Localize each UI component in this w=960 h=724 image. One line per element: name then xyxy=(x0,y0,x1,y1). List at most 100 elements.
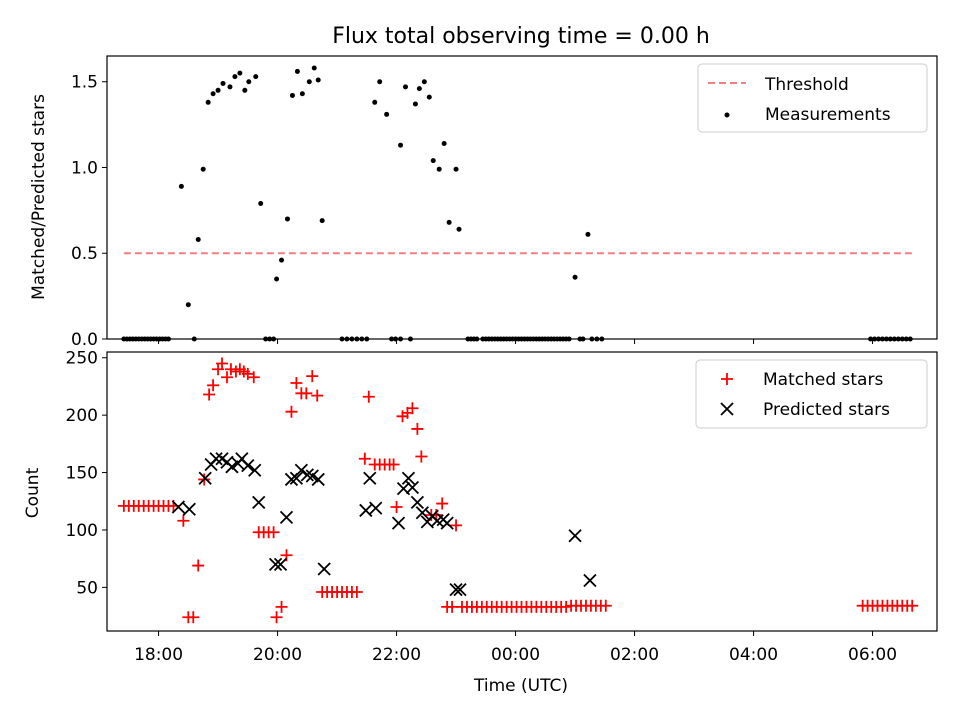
legend-measurements-swatch xyxy=(724,112,730,118)
matched-point xyxy=(285,405,298,418)
legend-bottom: Matched stars Predicted stars xyxy=(695,359,928,429)
measurement-point xyxy=(294,68,300,74)
measurement-point xyxy=(441,140,447,146)
matched-point xyxy=(300,387,313,400)
measurement-point xyxy=(242,87,248,93)
y-tick-label: 250 xyxy=(66,349,98,369)
matched-point xyxy=(247,371,260,384)
predicted-point xyxy=(300,468,314,482)
matched-point xyxy=(599,599,612,612)
measurement-point xyxy=(389,336,395,342)
predicted-point xyxy=(449,583,463,597)
legend-bottom-box xyxy=(695,359,928,429)
matched-point xyxy=(362,390,375,403)
x-axis-label: Time (UTC) xyxy=(473,676,568,696)
predicted-point xyxy=(583,573,597,588)
measurement-point xyxy=(572,274,578,280)
matched-point xyxy=(560,600,573,613)
measurement-point xyxy=(883,336,889,342)
measurement-point xyxy=(185,302,191,308)
predicted-point xyxy=(305,469,319,483)
measurement-point xyxy=(446,219,452,225)
predicted-point xyxy=(268,557,283,572)
measurement-point xyxy=(319,218,325,224)
measurement-point xyxy=(580,336,586,342)
predicted-point xyxy=(225,460,239,474)
measurement-point xyxy=(436,166,442,172)
x-tick-label: 04:00 xyxy=(729,645,778,665)
predicted-point xyxy=(171,500,186,514)
predicted-point xyxy=(440,516,454,530)
matched-point xyxy=(290,377,303,389)
measurement-point xyxy=(589,336,595,342)
measurement-point xyxy=(311,65,317,71)
predicted-point xyxy=(252,495,266,510)
measurement-point xyxy=(430,158,436,164)
legend-top-box xyxy=(697,63,928,133)
measurement-point xyxy=(594,336,600,342)
matched-point xyxy=(220,371,233,384)
panel-counts: Count Time (UTC) 50 100 150 200 250 18:00 20:0… xyxy=(23,349,938,696)
matched-point xyxy=(216,357,229,370)
measurement-point xyxy=(364,336,370,342)
series-predicted-stars xyxy=(171,452,597,597)
y-tick-label: 1.5 xyxy=(71,73,98,93)
measurement-point xyxy=(875,336,881,342)
measurement-point xyxy=(349,336,355,342)
predicted-point xyxy=(369,501,383,515)
measurement-point xyxy=(299,91,305,97)
matched-point xyxy=(411,422,424,435)
predicted-point xyxy=(363,471,377,485)
panel-ratio: Matched/Predicted stars 0.0 0.5 1.0 1.5 xyxy=(29,55,938,350)
x-tick-label: 18:00 xyxy=(134,645,183,665)
measurement-point xyxy=(416,86,422,92)
predicted-point xyxy=(568,529,582,543)
matched-point xyxy=(306,370,319,383)
matched-point xyxy=(187,611,200,624)
measurement-point xyxy=(210,91,216,97)
predicted-point xyxy=(391,516,406,530)
x-tick-label: 02:00 xyxy=(610,645,659,665)
measurement-point xyxy=(887,336,893,342)
y-tick-label: 100 xyxy=(66,521,98,541)
measurement-point xyxy=(393,336,399,342)
measurement-point xyxy=(384,111,390,117)
measurement-point xyxy=(165,336,171,342)
measurement-point xyxy=(872,336,878,342)
matched-point xyxy=(177,514,190,527)
predicted-point xyxy=(453,583,467,597)
y-axis-label-top: Matched/Predicted stars xyxy=(29,94,49,300)
matched-point xyxy=(387,458,400,471)
matched-point xyxy=(406,402,419,415)
measurement-point xyxy=(421,79,427,85)
predicted-point xyxy=(359,503,373,518)
legend-measurements-label: Measurements xyxy=(765,105,891,125)
measurement-point xyxy=(377,79,383,85)
measurement-point xyxy=(258,201,264,207)
matched-point xyxy=(203,388,216,401)
measurement-point xyxy=(402,84,408,90)
y-tick-label: 0.5 xyxy=(71,244,98,264)
x-tick-label: 20:00 xyxy=(253,645,302,665)
measurement-point xyxy=(237,70,243,76)
measurement-point xyxy=(344,336,350,342)
predicted-point xyxy=(289,471,304,485)
predicted-point xyxy=(415,506,429,520)
measurement-point xyxy=(232,74,238,80)
measurement-point xyxy=(599,336,605,342)
measurement-point xyxy=(271,336,277,342)
measurement-point xyxy=(315,77,321,83)
measurement-point xyxy=(220,80,226,86)
x-tick-label: 00:00 xyxy=(491,645,540,665)
y-tick-label: 150 xyxy=(66,464,98,484)
matched-point xyxy=(358,452,371,465)
measurement-point xyxy=(585,231,591,237)
predicted-point xyxy=(279,510,294,524)
matched-point xyxy=(450,519,463,532)
measurement-point xyxy=(284,216,290,222)
predicted-point xyxy=(401,471,416,485)
predicted-point xyxy=(182,502,196,516)
matched-point xyxy=(350,585,363,598)
measurement-point xyxy=(868,336,874,342)
matched-point xyxy=(192,559,205,572)
